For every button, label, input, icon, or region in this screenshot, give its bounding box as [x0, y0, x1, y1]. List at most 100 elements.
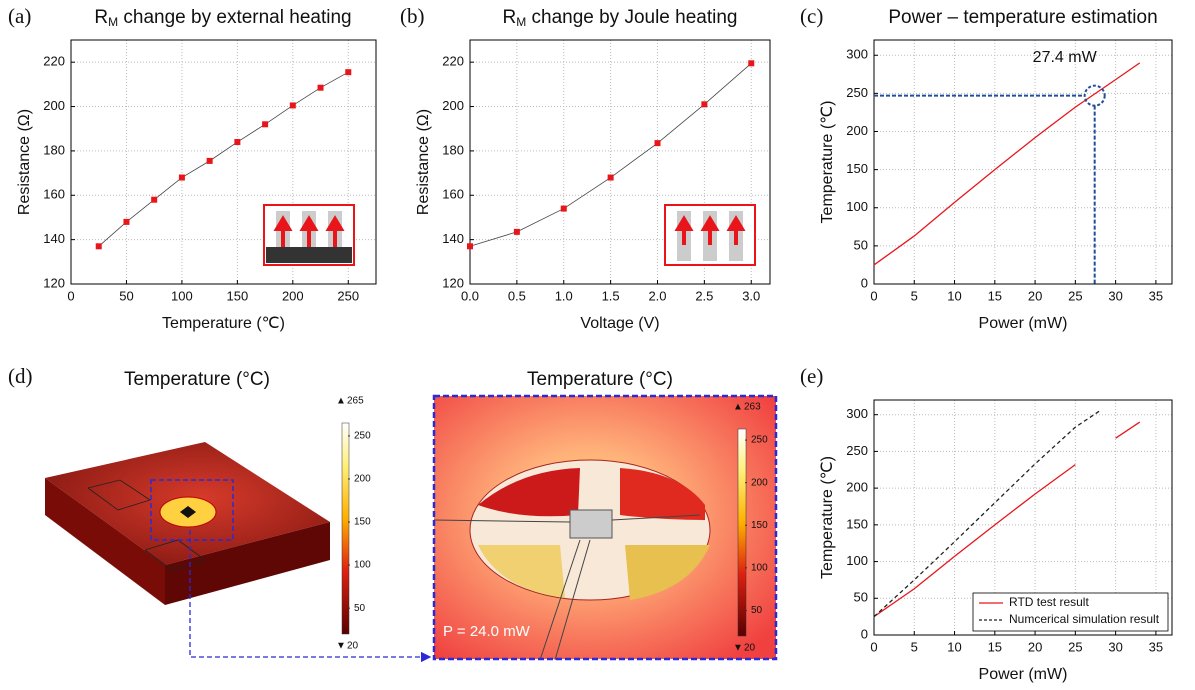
marker	[96, 243, 102, 249]
sim-title: Temperature (°C)	[124, 369, 270, 390]
x-tick-label: 50	[119, 288, 133, 303]
x-tick-label: 10	[947, 288, 961, 303]
marker	[207, 158, 213, 164]
x-axis-label: Power (mW)	[979, 315, 1068, 332]
y-axis-label: Temperature (℃)	[819, 456, 836, 579]
y-axis-label: Resistance (Ω)	[415, 109, 432, 215]
panel-label: (e)	[800, 364, 823, 388]
x-tick-label: 30	[1108, 288, 1122, 303]
x-axis-label: Temperature (℃)	[162, 315, 285, 332]
marker	[123, 219, 129, 225]
inset-icon	[665, 205, 755, 265]
x-tick-label: 150	[227, 288, 249, 303]
y-axis-label: Temperature (℃)	[819, 101, 836, 224]
y-tick-label: 200	[442, 98, 464, 113]
y-tick-label: 150	[846, 516, 868, 531]
x-tick-label: 5	[911, 639, 918, 654]
marker	[262, 121, 268, 127]
colorbar-tick-label: 200	[354, 474, 371, 485]
colorbar-arrow: ▼	[733, 643, 743, 654]
x-tick-label: 20	[1028, 288, 1042, 303]
colorbar-min: 20	[347, 641, 359, 652]
y-tick-label: 150	[846, 161, 868, 176]
y-axis-label: Resistance (Ω)	[16, 109, 33, 215]
y-tick-label: 100	[846, 199, 868, 214]
x-tick-label: 1.5	[602, 288, 620, 303]
title-symbol: R	[502, 7, 516, 28]
y-tick-label: 140	[442, 231, 464, 246]
x-tick-label: 35	[1149, 288, 1163, 303]
guide-line	[874, 96, 1095, 284]
colorbar-arrow: ▲	[733, 402, 743, 413]
figure: (a) (b) (c) (d) (e) Temperature (°C) Tem…	[0, 0, 1195, 690]
x-tick-label: 0.5	[508, 288, 526, 303]
marker	[608, 175, 614, 181]
y-tick-label: 160	[43, 187, 65, 202]
marker	[290, 102, 296, 108]
x-tick-label: 250	[337, 288, 359, 303]
colorbar-min: 20	[744, 643, 756, 654]
x-tick-label: 15	[988, 288, 1002, 303]
colorbar-tick-label: 200	[751, 477, 768, 488]
x-tick-label: 25	[1068, 288, 1082, 303]
marker	[655, 140, 661, 146]
colorbar-max: 263	[744, 402, 761, 413]
x-axis-label: Voltage (V)	[580, 315, 659, 332]
y-tick-label: 200	[43, 98, 65, 113]
x-tick-label: 15	[988, 639, 1002, 654]
panel-label: (a)	[8, 4, 31, 28]
y-tick-label: 200	[846, 480, 868, 495]
x-axis-label: Power (mW)	[979, 666, 1068, 683]
marker	[151, 197, 157, 203]
chart-title: RM change by external heating	[94, 7, 351, 29]
x-tick-label: 35	[1149, 639, 1163, 654]
chart-title: Power – temperature estimation	[888, 7, 1157, 28]
x-tick-label: 200	[282, 288, 304, 303]
x-tick-label: 2.0	[648, 288, 666, 303]
plot-frame	[874, 40, 1172, 284]
y-tick-label: 140	[43, 231, 65, 246]
title-text: change by external heating	[118, 7, 351, 28]
colorbar	[342, 423, 349, 634]
x-tick-label: 0	[870, 639, 877, 654]
series-line	[874, 411, 1100, 617]
panel-label: (c)	[800, 4, 823, 28]
y-tick-label: 180	[43, 142, 65, 157]
simulation-panel: Temperature (°C) Temperature (°C) P = 24…	[45, 369, 776, 660]
title-subscript: M	[516, 15, 526, 29]
colorbar-arrow: ▲	[336, 396, 346, 407]
x-tick-label: 5	[911, 288, 918, 303]
colorbar-tick-label: 250	[751, 435, 768, 446]
title-subscript: M	[108, 15, 118, 29]
y-tick-label: 50	[854, 237, 868, 252]
title-symbol: R	[94, 7, 108, 28]
x-tick-label: 1.0	[555, 288, 573, 303]
y-tick-label: 50	[854, 590, 868, 605]
y-tick-label: 120	[43, 275, 65, 290]
y-tick-label: 250	[846, 443, 868, 458]
marker	[514, 229, 520, 235]
colorbar-arrow: ▼	[336, 641, 346, 652]
marker	[561, 206, 567, 212]
legend-label: Numcerical simulation result	[1009, 612, 1160, 626]
y-tick-label: 0	[861, 275, 868, 290]
x-tick-label: 30	[1108, 639, 1122, 654]
marker	[748, 60, 754, 66]
chart-title: RM change by Joule heating	[502, 7, 737, 29]
colorbar	[738, 429, 746, 636]
legend-label: RTD test result	[1009, 595, 1089, 609]
x-tick-label: 0.0	[461, 288, 479, 303]
y-tick-label: 0	[861, 626, 868, 641]
colorbar-tick-label: 100	[751, 562, 768, 573]
marker	[467, 243, 473, 249]
x-tick-label: 3.0	[742, 288, 760, 303]
marker	[179, 175, 185, 181]
x-tick-label: 25	[1068, 639, 1082, 654]
y-tick-label: 100	[846, 553, 868, 568]
colorbar-tick-label: 100	[354, 560, 371, 571]
title-text: change by Joule heating	[526, 7, 737, 28]
y-tick-label: 250	[846, 85, 868, 100]
